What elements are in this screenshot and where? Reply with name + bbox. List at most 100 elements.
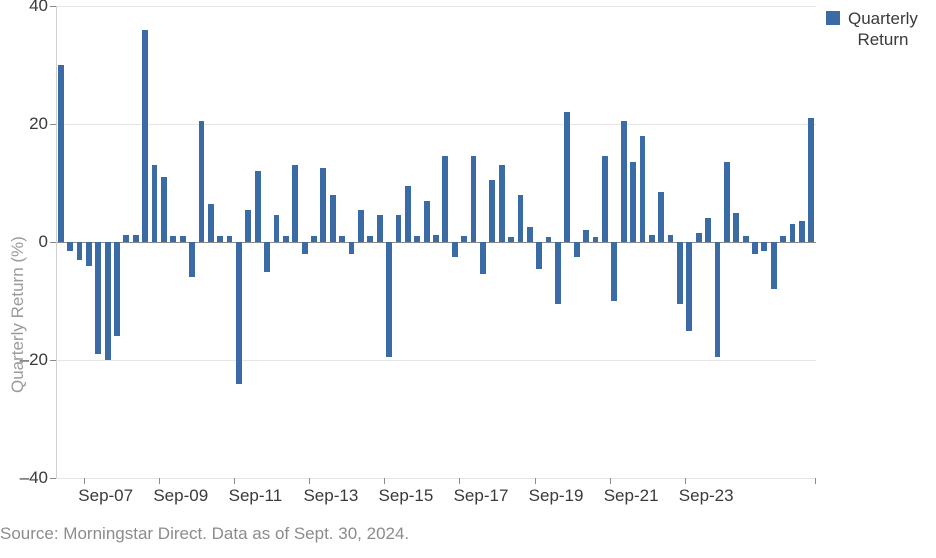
bar <box>311 236 317 242</box>
bar <box>649 235 655 242</box>
bar <box>161 177 167 242</box>
bar <box>377 215 383 242</box>
x-tick-label: Sep-07 <box>78 478 133 506</box>
x-tick-label: Sep-09 <box>153 478 208 506</box>
bar <box>245 210 251 242</box>
bar <box>518 195 524 242</box>
bar <box>724 162 730 242</box>
bar <box>536 242 542 269</box>
bar <box>170 236 176 242</box>
bar <box>555 242 561 304</box>
bar <box>302 242 308 254</box>
bar <box>733 213 739 243</box>
bar <box>264 242 270 272</box>
bar <box>433 235 439 242</box>
bar <box>217 236 223 242</box>
bar <box>105 242 111 360</box>
x-tick-label: Sep-13 <box>303 478 358 506</box>
bar <box>677 242 683 304</box>
bar <box>367 236 373 242</box>
bar <box>611 242 617 301</box>
bar <box>696 233 702 242</box>
bar <box>142 30 148 242</box>
bar <box>199 121 205 242</box>
x-tick-label: Sep-19 <box>529 478 584 506</box>
bar <box>180 236 186 242</box>
bar <box>593 237 599 242</box>
bar <box>583 230 589 242</box>
legend-label-line1: Quarterly <box>848 8 918 29</box>
bar <box>189 242 195 277</box>
legend: Quarterly Return <box>826 8 918 51</box>
plot-area: –40–2002040Sep-07Sep-09Sep-11Sep-13Sep-1… <box>56 6 816 478</box>
bar <box>67 242 73 251</box>
y-tick-label: 20 <box>29 114 56 134</box>
bar <box>208 204 214 242</box>
bar <box>424 201 430 242</box>
bar <box>133 235 139 242</box>
bar <box>790 224 796 242</box>
y-axis-title: Quarterly Return (%) <box>8 236 28 393</box>
bar <box>771 242 777 289</box>
bar <box>405 186 411 242</box>
bar <box>489 180 495 242</box>
bar <box>274 215 280 242</box>
bar <box>386 242 392 357</box>
bar <box>283 236 289 242</box>
bar <box>396 215 402 242</box>
bar <box>471 156 477 242</box>
bar <box>86 242 92 266</box>
bar <box>452 242 458 257</box>
legend-label: Quarterly Return <box>848 8 918 51</box>
bar <box>330 195 336 242</box>
bar <box>255 171 261 242</box>
bar <box>499 165 505 242</box>
bar <box>752 242 758 254</box>
bar <box>480 242 486 274</box>
bar <box>339 236 345 242</box>
y-tick-label: 40 <box>29 0 56 16</box>
bar <box>780 236 786 242</box>
bar <box>686 242 692 331</box>
x-tick-label: Sep-23 <box>679 478 734 506</box>
bar <box>743 236 749 242</box>
bar <box>152 165 158 242</box>
y-axis-line <box>56 6 57 478</box>
bar <box>546 237 552 242</box>
bar <box>808 118 814 242</box>
bar <box>658 192 664 242</box>
bar <box>227 236 233 242</box>
x-tick-label: Sep-21 <box>604 478 659 506</box>
legend-swatch-icon <box>826 11 840 25</box>
bar <box>799 221 805 242</box>
bar <box>358 210 364 242</box>
gridline <box>56 124 816 125</box>
bar <box>77 242 83 260</box>
bar <box>574 242 580 257</box>
bar <box>442 156 448 242</box>
bar <box>320 168 326 242</box>
bar <box>414 236 420 242</box>
bar <box>715 242 721 357</box>
bar <box>58 65 64 242</box>
legend-label-line2: Return <box>848 29 918 50</box>
y-tick-label: –40 <box>20 468 56 488</box>
bar <box>236 242 242 384</box>
zero-gridline <box>56 242 816 243</box>
x-tick-label: Sep-11 <box>229 478 283 506</box>
bar <box>123 235 129 242</box>
x-tick-label: Sep-17 <box>454 478 509 506</box>
bar <box>705 218 711 242</box>
bar <box>95 242 101 354</box>
bar <box>527 227 533 242</box>
bar <box>621 121 627 242</box>
bar <box>630 162 636 242</box>
bar <box>668 235 674 242</box>
gridline <box>56 360 816 361</box>
bar <box>292 165 298 242</box>
bar <box>761 242 767 251</box>
gridline <box>56 6 816 7</box>
bar <box>564 112 570 242</box>
y-tick-label: 0 <box>39 232 56 252</box>
quarterly-return-chart: –40–2002040Sep-07Sep-09Sep-11Sep-13Sep-1… <box>0 0 936 558</box>
